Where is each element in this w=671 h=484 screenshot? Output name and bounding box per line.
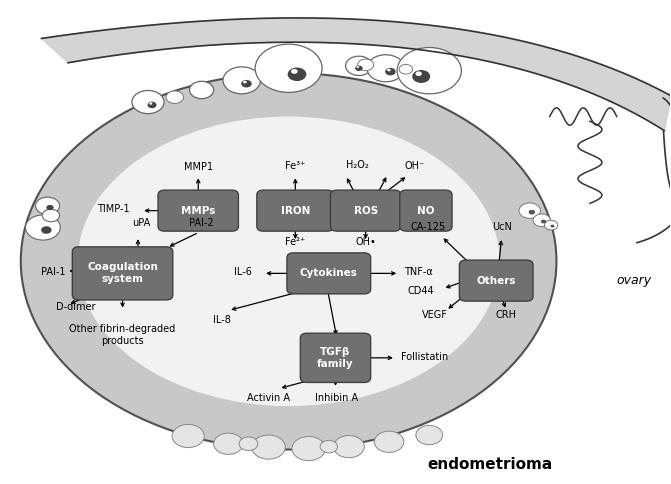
Circle shape	[529, 210, 535, 214]
Text: Others: Others	[476, 275, 516, 286]
Text: UcN: UcN	[492, 222, 511, 232]
Text: PAI-2: PAI-2	[189, 217, 214, 227]
Text: H₂O₂: H₂O₂	[346, 160, 369, 169]
Circle shape	[25, 215, 60, 240]
Circle shape	[288, 68, 307, 81]
Circle shape	[41, 226, 52, 234]
Circle shape	[213, 433, 243, 454]
Ellipse shape	[78, 117, 499, 406]
Text: Activin A: Activin A	[247, 393, 290, 403]
Text: Fe²⁺: Fe²⁺	[285, 237, 305, 247]
Circle shape	[355, 65, 363, 71]
Circle shape	[356, 66, 359, 68]
Circle shape	[243, 81, 247, 83]
Circle shape	[544, 220, 558, 230]
Text: ovary: ovary	[617, 274, 652, 287]
Circle shape	[416, 425, 443, 445]
Text: TNF-α: TNF-α	[404, 267, 433, 277]
Circle shape	[148, 102, 156, 108]
Text: TGFβ
family: TGFβ family	[317, 347, 354, 369]
Text: CA-125: CA-125	[410, 222, 446, 232]
Text: MMPs: MMPs	[181, 206, 215, 216]
FancyBboxPatch shape	[331, 190, 401, 231]
Circle shape	[239, 437, 258, 451]
Circle shape	[533, 214, 550, 227]
Circle shape	[399, 64, 413, 74]
Circle shape	[223, 67, 260, 94]
Text: Other fibrin-degraded
products: Other fibrin-degraded products	[69, 324, 176, 346]
Circle shape	[241, 80, 252, 88]
Text: TIMP-1: TIMP-1	[97, 204, 130, 214]
Circle shape	[255, 44, 322, 92]
Text: Cytokines: Cytokines	[300, 268, 358, 278]
Text: Inhibin A: Inhibin A	[315, 393, 358, 403]
Circle shape	[42, 209, 60, 222]
FancyBboxPatch shape	[400, 190, 452, 231]
Circle shape	[385, 68, 396, 76]
Text: ROS: ROS	[354, 206, 378, 216]
Text: NO: NO	[417, 206, 435, 216]
Text: uPA: uPA	[132, 217, 150, 227]
Circle shape	[412, 70, 430, 83]
Circle shape	[292, 437, 325, 461]
Circle shape	[367, 55, 405, 82]
Text: IL-6: IL-6	[234, 267, 252, 277]
Circle shape	[291, 69, 298, 74]
Circle shape	[320, 440, 338, 453]
Circle shape	[252, 435, 285, 459]
Text: MMP1: MMP1	[184, 162, 213, 172]
Circle shape	[166, 91, 183, 104]
Text: OH•: OH•	[355, 237, 376, 247]
Circle shape	[46, 205, 54, 210]
Circle shape	[541, 220, 546, 224]
Circle shape	[333, 436, 364, 458]
Text: VEGF: VEGF	[421, 310, 448, 320]
FancyBboxPatch shape	[287, 253, 370, 294]
FancyBboxPatch shape	[72, 247, 173, 300]
Circle shape	[36, 197, 60, 214]
FancyBboxPatch shape	[158, 190, 238, 231]
Circle shape	[346, 56, 372, 76]
Circle shape	[519, 203, 540, 218]
Circle shape	[189, 81, 213, 99]
Text: Coagulation
system: Coagulation system	[87, 262, 158, 285]
FancyBboxPatch shape	[301, 333, 370, 382]
Text: PAI-1: PAI-1	[41, 267, 66, 277]
Circle shape	[149, 103, 152, 105]
Circle shape	[358, 59, 374, 71]
Text: D-dimer: D-dimer	[56, 302, 95, 312]
FancyBboxPatch shape	[460, 260, 533, 301]
Circle shape	[415, 71, 422, 76]
FancyBboxPatch shape	[257, 190, 334, 231]
Text: Fe³⁺: Fe³⁺	[285, 161, 305, 170]
Circle shape	[132, 91, 164, 114]
Circle shape	[374, 431, 404, 453]
Text: CD44: CD44	[408, 286, 435, 296]
Text: CRH: CRH	[496, 310, 517, 320]
Ellipse shape	[21, 73, 556, 450]
Circle shape	[172, 424, 204, 448]
Circle shape	[397, 47, 462, 94]
Text: IRON: IRON	[280, 206, 310, 216]
Text: OH⁻: OH⁻	[405, 161, 425, 170]
Text: Follistatin: Follistatin	[401, 352, 448, 362]
Circle shape	[387, 69, 391, 71]
Text: endometrioma: endometrioma	[427, 457, 552, 472]
Circle shape	[550, 225, 554, 227]
Text: IL-8: IL-8	[213, 316, 231, 325]
Polygon shape	[42, 18, 671, 131]
